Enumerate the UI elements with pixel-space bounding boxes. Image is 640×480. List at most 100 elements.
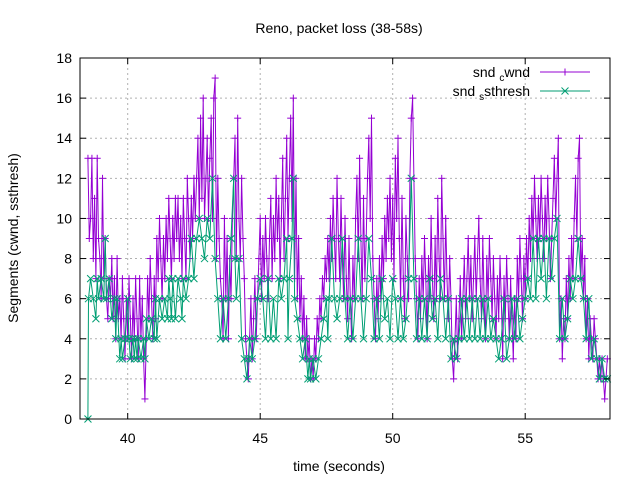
series-1-point bbox=[336, 275, 344, 283]
series-1-point bbox=[264, 295, 272, 303]
series-2-point bbox=[131, 334, 140, 343]
series-1-point bbox=[520, 255, 528, 263]
series-1-point bbox=[214, 174, 222, 182]
series-1-point bbox=[403, 255, 411, 263]
series-1-point bbox=[247, 295, 255, 303]
series-2-point bbox=[232, 294, 241, 303]
series-2-point bbox=[590, 334, 598, 343]
series-1-point bbox=[527, 255, 534, 263]
series-1-point bbox=[395, 235, 403, 242]
series-2-point bbox=[256, 274, 265, 283]
series-1-point bbox=[546, 275, 554, 283]
series-1-point bbox=[538, 214, 546, 222]
series-1-point bbox=[324, 235, 332, 242]
series-2-point bbox=[436, 274, 445, 283]
series-1-point bbox=[125, 275, 133, 283]
series-1-point bbox=[162, 214, 170, 222]
y-tick-label: 2 bbox=[64, 371, 72, 387]
series-1-point bbox=[402, 214, 410, 222]
series-2-point bbox=[289, 174, 298, 183]
series-1-point bbox=[238, 174, 246, 182]
series-2-point bbox=[598, 354, 606, 363]
series-1-point bbox=[459, 295, 467, 303]
series-2-point bbox=[561, 334, 569, 343]
y-tick-label: 18 bbox=[56, 50, 72, 66]
series-2-point bbox=[284, 334, 292, 343]
series-1-point bbox=[512, 335, 520, 343]
series-1-point bbox=[373, 275, 381, 283]
series-1-point bbox=[272, 174, 280, 182]
series-1-point bbox=[516, 235, 524, 242]
series-2-point bbox=[372, 294, 381, 303]
series-1-point bbox=[133, 315, 141, 323]
series-1-point bbox=[534, 194, 542, 202]
series-1-point bbox=[545, 214, 553, 222]
series-2-point bbox=[113, 294, 121, 303]
series-1-point bbox=[166, 235, 174, 242]
series-1-point bbox=[504, 295, 512, 303]
series-2-point bbox=[338, 234, 347, 243]
series-2-point bbox=[298, 354, 307, 363]
series-1-point bbox=[258, 295, 266, 303]
series-1-point bbox=[541, 194, 549, 202]
series-1-point bbox=[334, 235, 342, 242]
series-2-point bbox=[171, 314, 180, 323]
series-2-point bbox=[333, 314, 341, 323]
series-2-point bbox=[178, 314, 186, 323]
series-1-point bbox=[381, 214, 389, 222]
series-2-point bbox=[200, 254, 209, 263]
series-1-point bbox=[154, 275, 162, 283]
series-2-point bbox=[258, 294, 267, 303]
series-2-point bbox=[494, 354, 503, 363]
series-1-point bbox=[161, 275, 169, 283]
series-2-point bbox=[141, 354, 149, 363]
series-2-point bbox=[367, 274, 376, 283]
series-2-point bbox=[452, 354, 461, 363]
series-1-point bbox=[537, 174, 545, 182]
series-1-point bbox=[439, 235, 447, 242]
series-2-point bbox=[399, 334, 408, 343]
series-2-point bbox=[304, 375, 312, 383]
series-1-point bbox=[385, 235, 393, 242]
series-2-point bbox=[277, 294, 286, 303]
series-1-point bbox=[129, 295, 137, 303]
series-2-point bbox=[314, 354, 323, 363]
series-1-point bbox=[345, 235, 353, 242]
series-1-point bbox=[92, 275, 100, 283]
series-1-point bbox=[591, 335, 599, 343]
series-1-point bbox=[223, 235, 231, 242]
series-1-point bbox=[565, 255, 573, 263]
series-1-point bbox=[185, 214, 193, 222]
series-1-point bbox=[452, 295, 460, 303]
series-2-point bbox=[211, 254, 220, 263]
y-tick-label: 6 bbox=[64, 291, 72, 307]
series-1-point bbox=[234, 114, 242, 122]
series-2-point bbox=[190, 274, 198, 283]
series-1-point bbox=[130, 335, 138, 343]
series-1-point bbox=[260, 275, 268, 283]
series-2-point bbox=[205, 234, 214, 243]
series-1-point bbox=[287, 114, 295, 122]
series-1-point bbox=[434, 194, 442, 202]
series-2-point bbox=[130, 354, 139, 363]
series-1-point bbox=[189, 235, 197, 242]
series-1-point bbox=[549, 194, 557, 202]
series-2-point bbox=[410, 274, 418, 283]
series-1-point bbox=[165, 194, 173, 202]
series-1-point bbox=[528, 194, 536, 202]
series-2-point bbox=[107, 314, 116, 323]
plot-frame bbox=[79, 57, 611, 420]
series-2-point bbox=[388, 274, 397, 283]
series-1-point bbox=[483, 255, 491, 263]
series-1-point bbox=[366, 214, 374, 222]
series-1-point bbox=[399, 275, 407, 283]
series-2-point bbox=[542, 294, 551, 303]
series-2-point bbox=[203, 214, 212, 223]
series-1-point bbox=[474, 255, 481, 263]
series-1-point bbox=[156, 214, 163, 222]
series-2-point bbox=[558, 294, 567, 303]
series-2-point bbox=[383, 294, 392, 303]
series-1-point bbox=[265, 235, 273, 242]
series-1-point bbox=[427, 214, 435, 222]
